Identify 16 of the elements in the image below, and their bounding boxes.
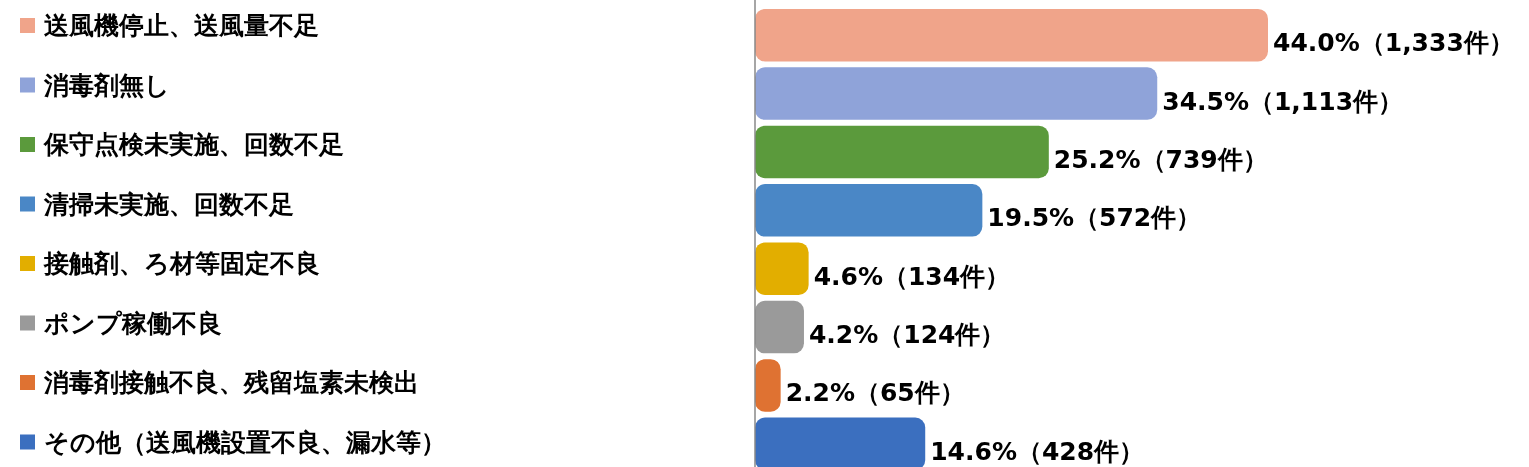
- y-tick-label: 保守点検未実施、回数不足: [43, 130, 344, 159]
- data-label: 4.6%（134件）: [813, 261, 1011, 291]
- y-tick-label: その他（送風機設置不良、漏水等）: [44, 427, 446, 457]
- data-label: 34.5%（1,113件）: [1162, 86, 1404, 116]
- y-tick-label: 消毒剤無し: [43, 70, 170, 100]
- data-label: 19.5%（572件）: [987, 203, 1202, 233]
- data-label: 14.6%（428件）: [930, 436, 1145, 466]
- data-label: 25.2%（739件）: [1053, 144, 1268, 174]
- data-label: 2.2%（65件）: [785, 378, 965, 408]
- y-tick-label: 清掃未実施、回数不足: [43, 189, 294, 219]
- y-tick-label: 送風機停止、送風量不足: [44, 11, 319, 40]
- y-tick-label: ポンプ稼働不良: [43, 308, 222, 338]
- data-label: 4.2%（124件）: [808, 320, 1006, 350]
- y-tick-label: 接触剤、ろ材等固定不良: [43, 249, 320, 278]
- data-label: 44.0%（1,333件）: [1273, 28, 1514, 58]
- y-tick-label: 消毒剤接触不良、残留塩素未検出: [43, 368, 419, 397]
